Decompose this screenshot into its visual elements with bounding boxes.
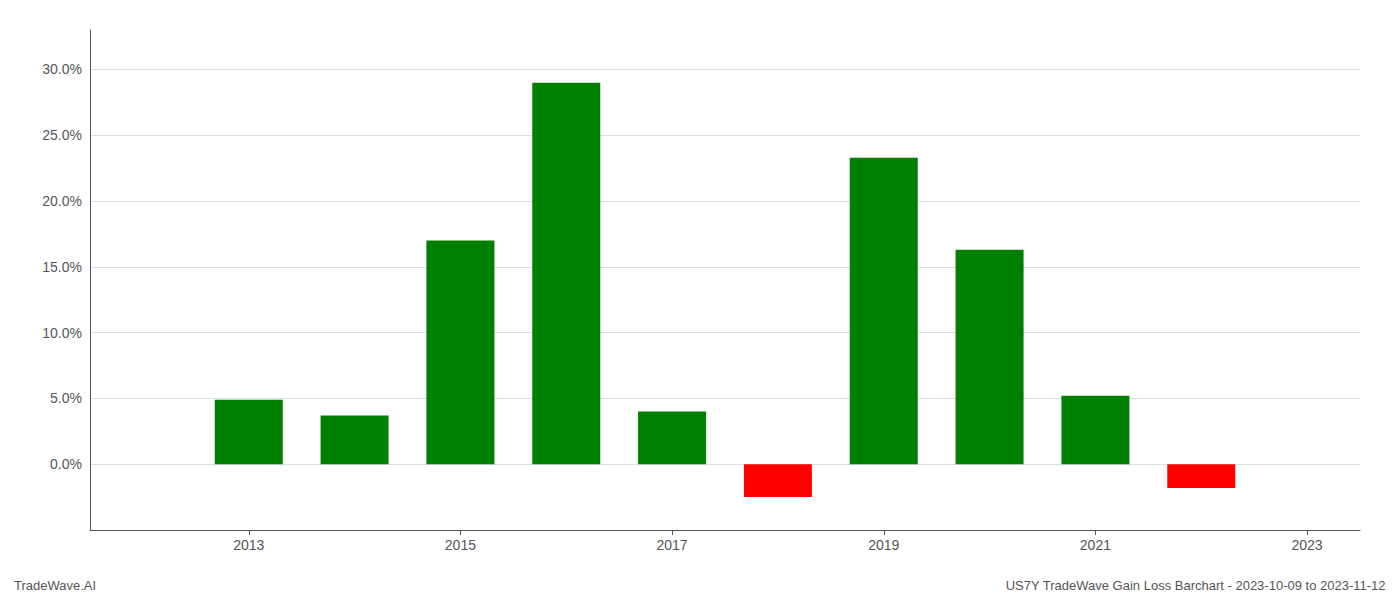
svg-text:20.0%: 20.0% xyxy=(42,193,82,209)
svg-text:US7Y TradeWave Gain Loss Barch: US7Y TradeWave Gain Loss Barchart - 2023… xyxy=(1006,578,1386,593)
svg-text:2017: 2017 xyxy=(657,537,688,553)
svg-text:2023: 2023 xyxy=(1292,537,1323,553)
svg-text:TradeWave.AI: TradeWave.AI xyxy=(14,578,96,593)
svg-text:2021: 2021 xyxy=(1080,537,1111,553)
svg-text:2015: 2015 xyxy=(445,537,476,553)
svg-text:30.0%: 30.0% xyxy=(42,61,82,77)
svg-text:0.0%: 0.0% xyxy=(50,456,82,472)
svg-text:5.0%: 5.0% xyxy=(50,390,82,406)
svg-text:2019: 2019 xyxy=(868,537,899,553)
svg-text:15.0%: 15.0% xyxy=(42,259,82,275)
svg-text:10.0%: 10.0% xyxy=(42,325,82,341)
svg-text:2013: 2013 xyxy=(233,537,264,553)
svg-text:25.0%: 25.0% xyxy=(42,127,82,143)
